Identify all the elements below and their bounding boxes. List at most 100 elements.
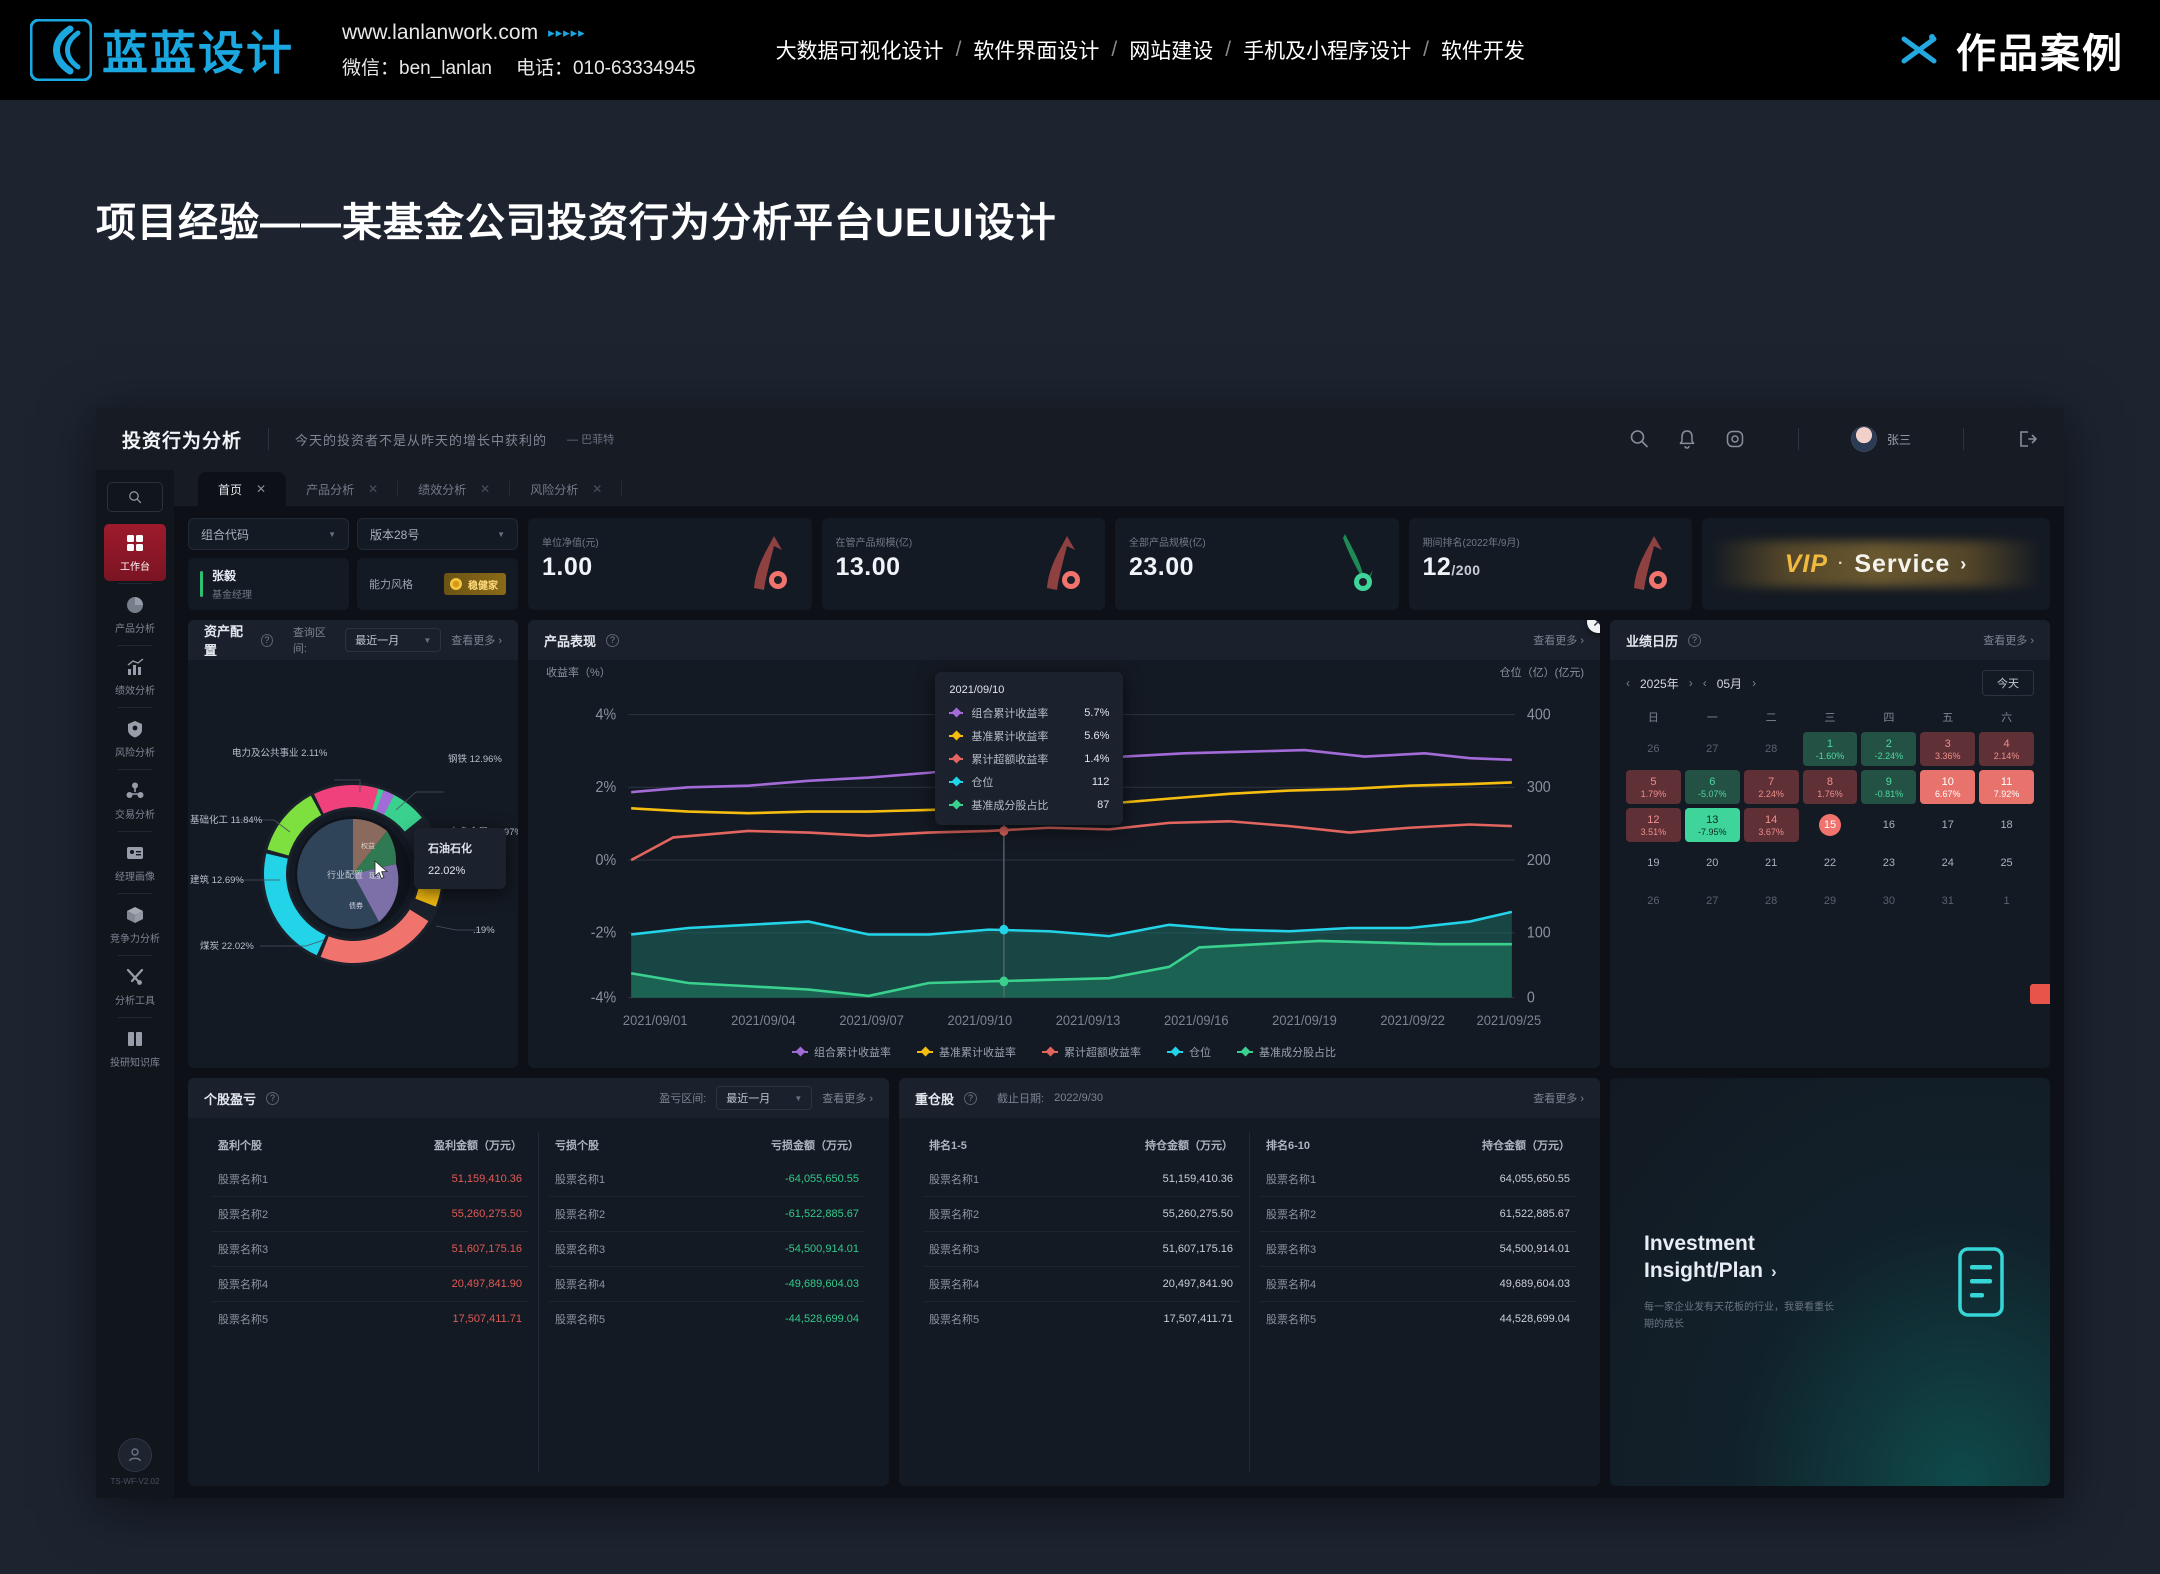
sidebar-item-workbench[interactable]: 工作台: [104, 524, 166, 581]
tab-product-analysis[interactable]: 产品分析 ✕: [286, 472, 399, 506]
calendar-day-cell[interactable]: 8 1.76%: [1802, 770, 1858, 804]
next-month-button[interactable]: ›: [1752, 676, 1757, 690]
calendar-day-cell[interactable]: 13 -7.95%: [1684, 808, 1740, 842]
sidebar-search-button[interactable]: [107, 482, 163, 512]
table-row[interactable]: 股票名称3 51,607,175.16: [212, 1232, 528, 1267]
tab-performance-analysis[interactable]: 绩效分析 ✕: [398, 472, 511, 506]
calendar-day-cell[interactable]: 21: [1744, 846, 1799, 880]
help-icon[interactable]: ?: [260, 633, 273, 647]
table-row[interactable]: 股票名称4 49,689,604.03: [1260, 1267, 1576, 1302]
calendar-day-cell[interactable]: 28: [1744, 732, 1799, 766]
calendar-day-cell[interactable]: 9 -0.81%: [1861, 770, 1917, 804]
calendar-day-cell[interactable]: 16: [1861, 808, 1916, 842]
prev-month-button[interactable]: ‹: [1702, 676, 1707, 690]
gear-icon[interactable]: [1724, 428, 1746, 450]
calendar-day-cell[interactable]: 31: [1920, 884, 1975, 918]
manager-card[interactable]: 张毅 基金经理: [188, 558, 349, 610]
sidebar-item-product-analysis[interactable]: 产品分析: [104, 586, 166, 643]
calendar-day-cell[interactable]: 6 -5.07%: [1684, 770, 1740, 804]
sidebar-avatar[interactable]: [118, 1438, 152, 1472]
table-row[interactable]: 股票名称2 55,260,275.50: [212, 1197, 528, 1232]
calendar-day-cell[interactable]: 27: [1685, 732, 1740, 766]
legend-item[interactable]: 基准累计收益率: [917, 1044, 1016, 1060]
sidebar-item-risk-analysis[interactable]: 风险分析: [104, 710, 166, 767]
combo-code-select[interactable]: 组合代码 ▼: [188, 518, 349, 550]
calendar-day-cell[interactable]: 7 2.24%: [1743, 770, 1799, 804]
tab-home[interactable]: 首页 ✕: [198, 472, 287, 506]
table-row[interactable]: 股票名称2 61,522,885.67: [1260, 1197, 1576, 1232]
calendar-day-cell[interactable]: 25: [1979, 846, 2034, 880]
version-select[interactable]: 版本28号 ▼: [357, 518, 518, 550]
help-icon[interactable]: ?: [1688, 633, 1702, 647]
table-row[interactable]: 股票名称2 -61,522,885.67: [549, 1197, 865, 1232]
vip-service-banner[interactable]: VIP · Service ›: [1702, 518, 2050, 610]
table-row[interactable]: 股票名称4 20,497,841.90: [923, 1267, 1239, 1302]
sidebar-item-performance-analysis[interactable]: 绩效分析: [104, 648, 166, 705]
search-icon[interactable]: [1628, 428, 1650, 450]
bell-icon[interactable]: [1676, 428, 1698, 450]
calendar-day-cell[interactable]: 19: [1626, 846, 1681, 880]
calendar-day-cell[interactable]: 18: [1979, 808, 2034, 842]
close-icon[interactable]: ✕: [368, 482, 379, 496]
prev-year-button[interactable]: ‹: [1626, 676, 1630, 690]
close-icon[interactable]: ✕: [592, 482, 603, 496]
tab-risk-analysis[interactable]: 风险分析 ✕: [510, 472, 623, 506]
calendar-day-cell[interactable]: 15: [1803, 808, 1858, 842]
calendar-day-cell[interactable]: 12 3.51%: [1626, 808, 1681, 842]
risk-style-card[interactable]: 能力风格 稳健家: [357, 558, 518, 610]
help-icon[interactable]: ?: [266, 1091, 280, 1105]
view-more-link[interactable]: 查看更多 ›: [1983, 635, 2034, 647]
today-button[interactable]: 今天: [1982, 670, 2034, 696]
calendar-day-cell[interactable]: 30: [1861, 884, 1916, 918]
sidebar-item-analysis-tools[interactable]: 分析工具: [104, 958, 166, 1015]
table-row[interactable]: 股票名称2 55,260,275.50: [923, 1197, 1239, 1232]
calendar-day-cell[interactable]: 28: [1744, 884, 1799, 918]
table-row[interactable]: 股票名称1 64,055,650.55: [1260, 1162, 1576, 1197]
calendar-day-cell[interactable]: 3 3.36%: [1920, 732, 1976, 766]
calendar-day-cell[interactable]: 14 3.67%: [1743, 808, 1799, 842]
calendar-day-cell[interactable]: 10 6.67%: [1920, 770, 1976, 804]
stock-pl-range-select[interactable]: 最近一月 ▼: [716, 1086, 813, 1110]
calendar-day-cell[interactable]: 1: [1979, 884, 2034, 918]
feedback-flag-icon[interactable]: [2030, 984, 2050, 1004]
table-row[interactable]: 股票名称5 17,507,411.71: [212, 1302, 528, 1336]
table-row[interactable]: 股票名称1 -64,055,650.55: [549, 1162, 865, 1197]
allocation-range-select[interactable]: 最近一月 ▼: [345, 628, 442, 652]
view-more-link[interactable]: 查看更多 ›: [822, 1093, 873, 1105]
calendar-day-cell[interactable]: 11 7.92%: [1979, 770, 2034, 804]
calendar-day-cell[interactable]: 5 1.79%: [1626, 770, 1681, 804]
help-icon[interactable]: ?: [606, 633, 620, 647]
calendar-day-cell[interactable]: 4 2.14%: [1979, 732, 2034, 766]
calendar-day-cell[interactable]: 27: [1685, 884, 1740, 918]
sidebar-item-trade-analysis[interactable]: 交易分析: [104, 772, 166, 829]
table-row[interactable]: 股票名称4 -49,689,604.03: [549, 1267, 865, 1302]
calendar-day-cell[interactable]: 26: [1626, 884, 1681, 918]
legend-item[interactable]: 基准成分股占比: [1237, 1044, 1336, 1060]
close-icon[interactable]: ✕: [480, 482, 491, 496]
legend-item[interactable]: 组合累计收益率: [792, 1044, 891, 1060]
view-more-link[interactable]: 查看更多 ›: [1533, 1093, 1584, 1105]
sidebar-item-manager-profile[interactable]: 经理画像: [104, 834, 166, 891]
table-row[interactable]: 股票名称3 54,500,914.01: [1260, 1232, 1576, 1267]
calendar-day-cell[interactable]: 2 -2.24%: [1861, 732, 1917, 766]
view-more-link[interactable]: 查看更多 ›: [451, 635, 502, 647]
calendar-day-cell[interactable]: 1 -1.60%: [1802, 732, 1858, 766]
table-row[interactable]: 股票名称1 51,159,410.36: [212, 1162, 528, 1197]
sidebar-item-research-library[interactable]: 投研知识库: [104, 1020, 166, 1077]
view-more-link[interactable]: 查看更多 ›: [1533, 635, 1584, 647]
logout-icon[interactable]: [2016, 428, 2038, 450]
sidebar-item-competitiveness-analysis[interactable]: 竞争力分析: [104, 896, 166, 953]
table-row[interactable]: 股票名称3 51,607,175.16: [923, 1232, 1239, 1267]
table-row[interactable]: 股票名称3 -54,500,914.01: [549, 1232, 865, 1267]
table-row[interactable]: 股票名称5 -44,528,699.04: [549, 1302, 865, 1336]
kpi-card[interactable]: 单位净值(元) 1.00: [528, 518, 812, 610]
table-row[interactable]: 股票名称5 44,528,699.04: [1260, 1302, 1576, 1336]
calendar-day-cell[interactable]: 17: [1920, 808, 1975, 842]
calendar-day-cell[interactable]: 22: [1803, 846, 1858, 880]
legend-item[interactable]: 累计超额收益率: [1042, 1044, 1141, 1060]
calendar-day-cell[interactable]: 29: [1803, 884, 1858, 918]
close-icon[interactable]: ✕: [1587, 620, 1600, 633]
close-icon[interactable]: ✕: [256, 482, 267, 496]
calendar-day-cell[interactable]: 24: [1920, 846, 1975, 880]
calendar-day-cell[interactable]: 23: [1861, 846, 1916, 880]
